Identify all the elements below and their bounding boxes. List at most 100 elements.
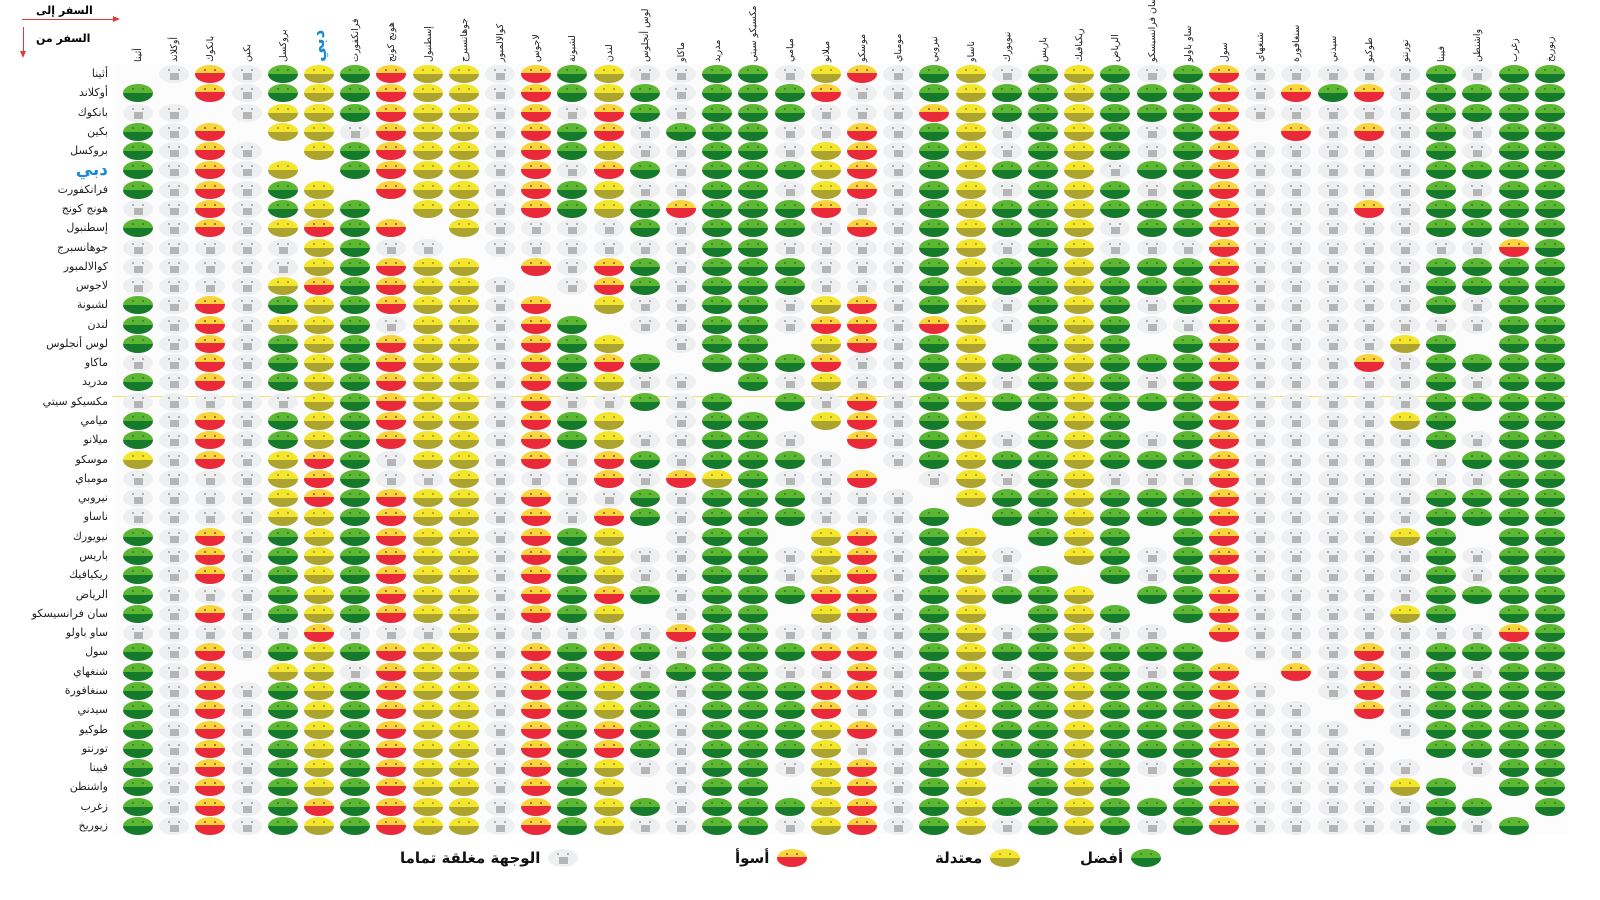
best-face-icon bbox=[1028, 585, 1058, 604]
moderate-face-icon bbox=[1064, 315, 1095, 334]
best-face-icon bbox=[340, 412, 371, 431]
closed-face-icon bbox=[1281, 739, 1312, 758]
moderate-face-icon bbox=[267, 508, 298, 527]
best-face-icon bbox=[1172, 219, 1203, 238]
closed-face-icon bbox=[1245, 585, 1276, 604]
best-face-icon bbox=[267, 720, 298, 739]
best-face-icon bbox=[629, 797, 660, 816]
best-face-icon bbox=[1498, 816, 1529, 835]
best-face-icon bbox=[702, 489, 733, 508]
closed-face-icon bbox=[1281, 219, 1312, 238]
worse-face-icon bbox=[195, 142, 226, 161]
best-face-icon bbox=[702, 161, 733, 180]
best-face-icon bbox=[1426, 720, 1457, 739]
best-face-icon bbox=[991, 354, 1022, 373]
best-face-icon bbox=[1498, 65, 1529, 83]
closed-face-icon bbox=[1390, 797, 1420, 816]
closed-face-icon bbox=[1353, 392, 1384, 411]
column-label: أوكلاند bbox=[169, 36, 181, 62]
moderate-face-icon bbox=[955, 450, 986, 469]
best-face-icon bbox=[1028, 392, 1058, 411]
best-face-icon bbox=[1136, 720, 1167, 739]
closed-face-icon bbox=[1353, 431, 1384, 450]
worse-face-icon bbox=[847, 122, 877, 141]
closed-face-icon bbox=[847, 373, 877, 392]
closed-face-icon bbox=[991, 469, 1022, 488]
closed-face-icon bbox=[1281, 701, 1312, 720]
best-face-icon bbox=[1426, 296, 1457, 315]
best-face-icon bbox=[774, 585, 805, 604]
moderate-face-icon bbox=[412, 643, 443, 662]
closed-face-icon bbox=[231, 759, 262, 778]
moderate-face-icon bbox=[304, 508, 334, 527]
best-face-icon bbox=[267, 566, 298, 585]
best-face-icon bbox=[738, 84, 769, 103]
best-face-icon bbox=[340, 816, 371, 835]
closed-face-icon bbox=[1281, 161, 1312, 180]
closed-face-icon bbox=[123, 103, 153, 122]
best-face-icon bbox=[702, 681, 733, 700]
worse-face-icon bbox=[1209, 122, 1239, 141]
best-face-icon bbox=[774, 701, 805, 720]
closed-face-icon bbox=[159, 739, 190, 758]
best-face-icon bbox=[1100, 508, 1131, 527]
best-face-icon bbox=[1534, 392, 1565, 411]
closed-face-icon bbox=[847, 103, 877, 122]
row-label: دبي bbox=[75, 160, 108, 181]
closed-face-icon bbox=[1281, 65, 1312, 83]
best-face-icon bbox=[340, 431, 371, 450]
closed-face-icon bbox=[159, 547, 190, 565]
best-face-icon bbox=[1534, 662, 1565, 681]
closed-face-icon bbox=[1281, 315, 1312, 334]
closed-face-icon bbox=[267, 257, 298, 276]
closed-face-icon bbox=[919, 469, 950, 488]
best-face-icon bbox=[702, 180, 733, 199]
worse-face-icon bbox=[1209, 161, 1239, 180]
best-face-icon bbox=[1534, 469, 1565, 488]
best-face-icon bbox=[738, 142, 769, 161]
best-face-icon bbox=[738, 508, 769, 527]
best-face-icon bbox=[738, 720, 769, 739]
closed-face-icon bbox=[159, 296, 190, 315]
worse-face-icon bbox=[593, 585, 624, 604]
closed-face-icon bbox=[1353, 739, 1384, 758]
moderate-face-icon bbox=[448, 797, 479, 816]
worse-face-icon bbox=[376, 489, 407, 508]
closed-face-icon bbox=[629, 122, 660, 141]
moderate-face-icon bbox=[955, 431, 986, 450]
moderate-face-icon bbox=[304, 142, 334, 161]
closed-face-icon bbox=[1353, 373, 1384, 392]
worse-face-icon bbox=[1209, 489, 1239, 508]
closed-face-icon bbox=[231, 489, 262, 508]
best-face-icon bbox=[1136, 392, 1167, 411]
moderate-face-icon bbox=[304, 778, 334, 797]
moderate-face-icon bbox=[412, 566, 443, 585]
best-face-icon bbox=[1100, 103, 1131, 122]
best-face-icon bbox=[267, 759, 298, 778]
worse-face-icon bbox=[1498, 238, 1529, 257]
worse-face-icon bbox=[521, 816, 552, 835]
worse-face-icon bbox=[810, 681, 841, 700]
worse-face-icon bbox=[810, 354, 841, 373]
moderate-face-icon bbox=[412, 161, 443, 180]
closed-face-icon bbox=[629, 373, 660, 392]
closed-face-icon bbox=[1317, 816, 1348, 835]
best-face-icon bbox=[123, 431, 153, 450]
closed-face-icon bbox=[1353, 759, 1384, 778]
moderate-face-icon bbox=[267, 219, 298, 238]
best-face-icon bbox=[919, 431, 950, 450]
moderate-face-icon bbox=[955, 315, 986, 334]
moderate-face-icon bbox=[955, 257, 986, 276]
closed-face-icon bbox=[1353, 103, 1384, 122]
closed-face-icon bbox=[666, 547, 696, 565]
arrow-right-icon bbox=[22, 16, 120, 22]
best-face-icon bbox=[557, 334, 588, 353]
best-face-icon bbox=[1100, 354, 1131, 373]
best-face-icon bbox=[1462, 720, 1493, 739]
best-face-icon bbox=[1028, 84, 1058, 103]
worse-face-icon bbox=[810, 701, 841, 720]
best-face-icon bbox=[1534, 65, 1565, 83]
closed-face-icon bbox=[629, 65, 660, 83]
best-face-icon bbox=[738, 65, 769, 83]
